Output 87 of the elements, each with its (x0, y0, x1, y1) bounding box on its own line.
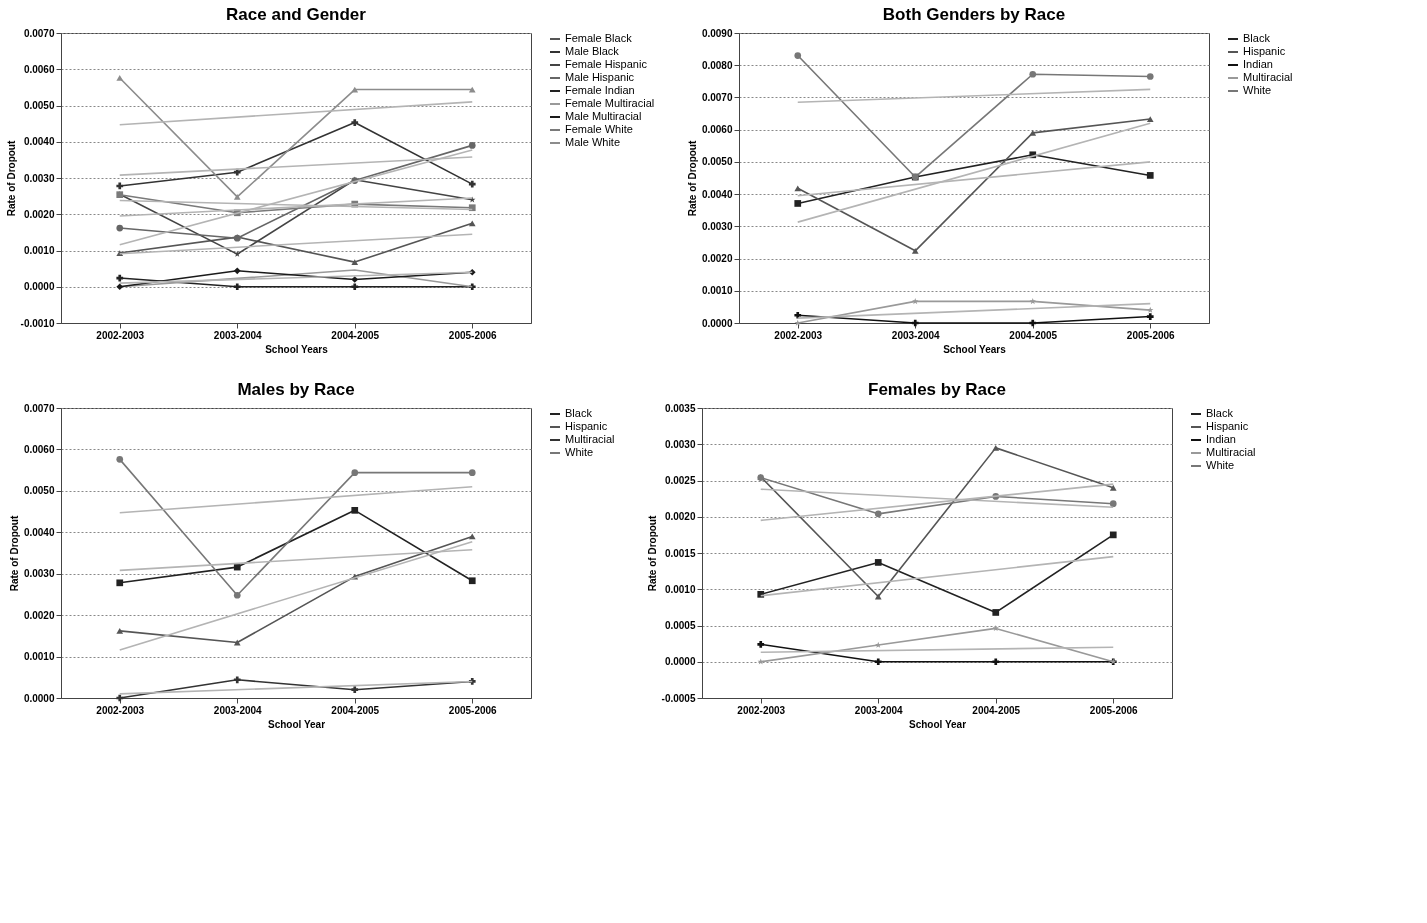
y-tick-label: 0.0010 (664, 583, 696, 595)
y-tick-label: 0.0005 (664, 620, 696, 631)
x-tick-label: 2005-2006 (1089, 704, 1139, 716)
y-tick-label: 0.0010 (23, 245, 55, 256)
x-tick-label: 2005-2006 (1126, 329, 1176, 341)
y-tick-label: 0.0070 (701, 91, 733, 103)
x-tick-label: 2005-2006 (448, 704, 498, 716)
legend-label: Indian (1206, 433, 1236, 445)
chart-title: Both Genders by Race (882, 5, 1066, 24)
y-tick-label: 0.0000 (23, 281, 55, 293)
chart-title: Race and Gender (226, 5, 367, 24)
y-axis-title: Rate of Dropout (646, 515, 658, 592)
legend-label: White (1243, 84, 1272, 96)
x-tick-label: 2003-2004 (891, 329, 941, 341)
y-tick-label: 0.0030 (23, 568, 55, 580)
y-tick-label: 0.0000 (701, 317, 733, 329)
x-axis-title: School Year (908, 718, 967, 730)
legend-label: Hispanic (1206, 420, 1249, 432)
legend-label: Indian (1243, 58, 1273, 70)
y-tick-label: 0.0020 (701, 253, 733, 265)
y-tick-label: 0.0040 (23, 136, 55, 148)
y-axis-title: Rate of Dropout (686, 140, 698, 217)
y-tick-label: 0.0060 (701, 124, 733, 136)
y-tick-label: 0.0010 (23, 651, 55, 663)
y-tick-label: 0.0090 (701, 27, 733, 39)
y-tick-label: 0.0020 (664, 511, 696, 523)
x-tick-label: 2002-2003 (774, 329, 823, 341)
x-tick-label: 2004-2005 (1009, 329, 1058, 341)
legend-label: White (1206, 459, 1235, 471)
legend-label: Multiracial (1243, 71, 1293, 83)
legend-label: White (565, 446, 594, 458)
x-tick-label: 2003-2004 (854, 704, 904, 716)
y-tick-label: 0.0010 (701, 285, 733, 297)
legend-label: Female Multiracial (565, 97, 655, 109)
legend-label: Multiracial (565, 433, 615, 445)
legend-label: Female Indian (565, 84, 635, 96)
y-tick-label: 0.0080 (701, 59, 733, 71)
legend-label: Hispanic (565, 420, 608, 432)
y-tick-label: 0.0020 (23, 208, 55, 220)
y-tick-label: -0.0010 (20, 317, 55, 329)
legend-label: Female Hispanic (565, 58, 648, 70)
y-tick-label: 0.0070 (23, 27, 55, 39)
legend-label: Female White (565, 123, 633, 135)
y-tick-label: 0.0030 (664, 438, 696, 450)
legend-label: Multiracial (1206, 446, 1256, 458)
x-tick-label: 2003-2004 (213, 329, 263, 341)
legend-label: Black (1243, 32, 1271, 44)
y-axis-title: Rate of Dropout (8, 515, 20, 592)
y-tick-label: 0.0015 (664, 547, 696, 559)
x-tick-label: 2002-2003 (737, 704, 786, 716)
y-tick-label: 0.0050 (23, 100, 55, 111)
x-tick-label: 2005-2006 (448, 329, 498, 341)
legend-label: Male Hispanic (565, 71, 635, 83)
y-tick-label: -0.0005 (661, 692, 696, 704)
y-axis-title: Rate of Dropout (5, 140, 17, 217)
x-tick-label: 2004-2005 (331, 704, 380, 716)
y-tick-label: 0.0050 (23, 485, 55, 497)
y-tick-label: 0.0030 (23, 172, 55, 184)
y-tick-label: 0.0030 (701, 220, 733, 232)
y-tick-label: 0.0060 (23, 443, 55, 455)
legend-label: Female Black (565, 32, 633, 44)
y-tick-label: 0.0035 (664, 402, 696, 414)
x-tick-label: 2002-2003 (96, 329, 145, 341)
y-tick-label: 0.0020 (23, 609, 55, 621)
chart-title: Males by Race (237, 380, 355, 399)
x-tick-label: 2003-2004 (213, 704, 263, 716)
legend-label: Male Multiracial (565, 110, 642, 122)
x-tick-label: 2004-2005 (331, 329, 380, 341)
x-axis-title: School Years (943, 343, 1007, 355)
y-tick-label: 0.0000 (664, 656, 696, 668)
legend-label: Male Black (565, 45, 620, 57)
legend-label: Black (565, 407, 593, 419)
y-tick-label: 0.0000 (23, 692, 55, 704)
chart-title: Females by Race (868, 380, 1006, 399)
legend-label: Hispanic (1243, 45, 1286, 57)
y-tick-label: 0.0025 (664, 475, 696, 486)
x-tick-label: 2004-2005 (972, 704, 1021, 716)
x-axis-title: School Year (267, 718, 326, 730)
y-tick-label: 0.0040 (701, 188, 733, 200)
y-tick-label: 0.0070 (23, 402, 55, 414)
y-tick-label: 0.0060 (23, 63, 55, 75)
y-tick-label: 0.0050 (701, 156, 733, 168)
x-axis-title: School Years (265, 343, 329, 355)
x-tick-label: 2002-2003 (96, 704, 145, 716)
y-tick-label: 0.0040 (23, 526, 55, 538)
legend-label: Black (1206, 407, 1234, 419)
legend-label: Male White (565, 136, 621, 148)
